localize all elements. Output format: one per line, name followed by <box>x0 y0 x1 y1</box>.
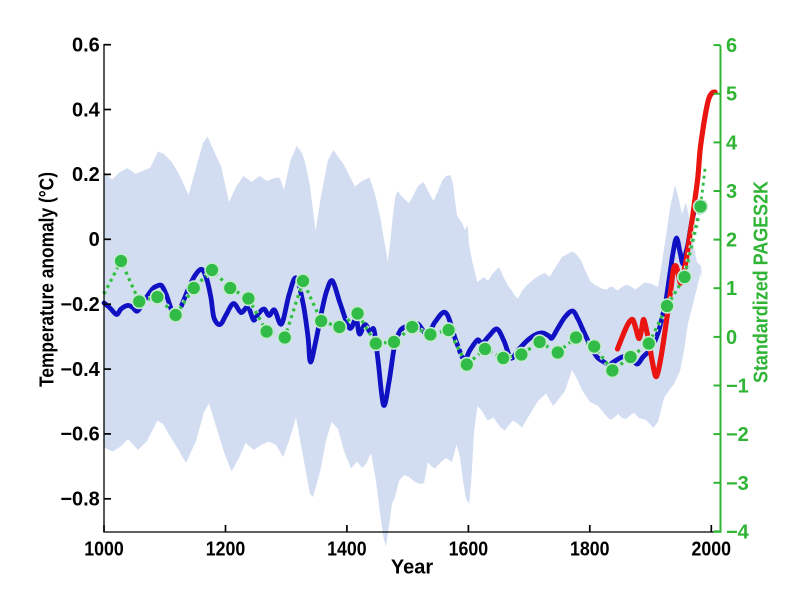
svg-text:4: 4 <box>726 132 738 154</box>
svg-text:−2: −2 <box>726 424 749 446</box>
svg-text:1800: 1800 <box>570 539 610 561</box>
svg-text:−4: −4 <box>726 521 750 543</box>
svg-text:Temperature anomaly (°C): Temperature anomaly (°C) <box>37 172 59 387</box>
svg-text:0.4: 0.4 <box>72 99 101 121</box>
svg-text:1000: 1000 <box>84 539 124 561</box>
svg-text:−0.4: −0.4 <box>60 359 100 381</box>
svg-text:1400: 1400 <box>327 539 367 561</box>
svg-text:Standardized PAGES2K: Standardized PAGES2K <box>751 181 773 383</box>
svg-text:−0.2: −0.2 <box>60 294 99 316</box>
svg-text:2: 2 <box>726 230 737 252</box>
svg-text:0: 0 <box>726 327 737 349</box>
svg-text:6: 6 <box>726 35 737 57</box>
svg-text:0.6: 0.6 <box>72 35 100 57</box>
svg-text:−0.8: −0.8 <box>60 489 99 511</box>
svg-text:1600: 1600 <box>449 539 489 561</box>
svg-text:Year: Year <box>391 557 433 579</box>
svg-text:3: 3 <box>726 181 737 203</box>
svg-text:1: 1 <box>726 278 737 300</box>
svg-text:2000: 2000 <box>692 539 732 561</box>
svg-text:−3: −3 <box>726 473 749 495</box>
svg-text:−1: −1 <box>726 376 749 398</box>
svg-text:5: 5 <box>726 84 737 106</box>
svg-text:0: 0 <box>89 229 100 251</box>
svg-text:−0.6: −0.6 <box>60 424 99 446</box>
svg-text:1200: 1200 <box>206 539 246 561</box>
svg-text:0.2: 0.2 <box>72 164 100 186</box>
